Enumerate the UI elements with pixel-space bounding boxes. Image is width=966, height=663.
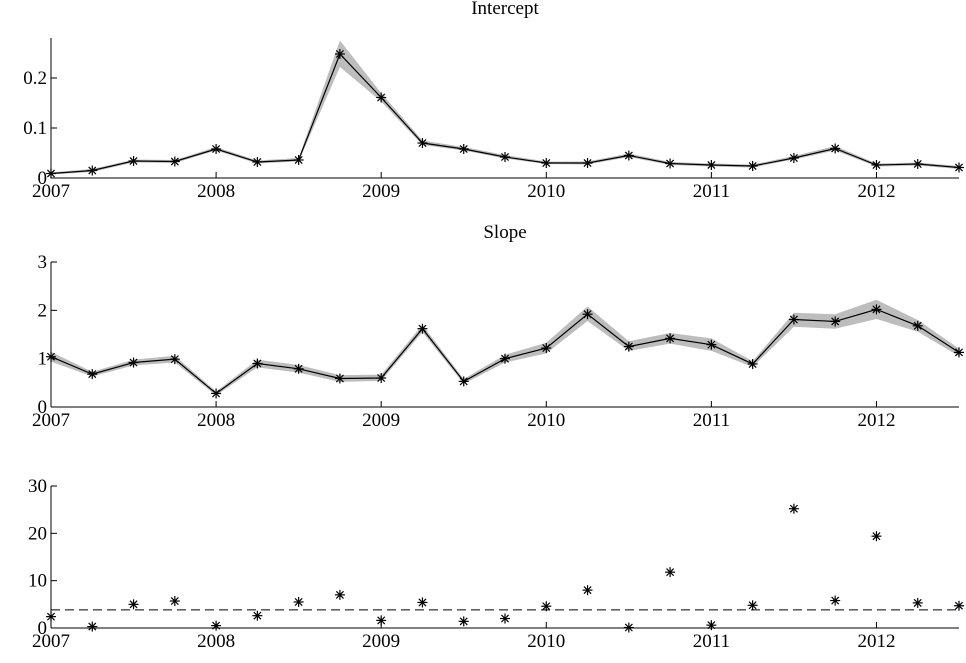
slope-data-point <box>747 358 758 369</box>
slope-data-point <box>334 373 345 384</box>
intercept-data-point <box>500 152 510 162</box>
intercept-title: Intercept <box>471 0 539 19</box>
slope-confidence-band <box>51 299 959 396</box>
statistic-y-tick-label: 0 <box>38 618 48 639</box>
slope-y-tick-label: 1 <box>38 349 48 370</box>
intercept-data-point <box>169 156 180 167</box>
slope-data-point <box>912 320 923 331</box>
slope-data-point <box>128 357 139 368</box>
slope-y-tick-label: 2 <box>38 300 48 321</box>
slope-x-tick-label: 2011 <box>693 410 730 431</box>
statistic-x-tick-label: 2011 <box>693 631 730 652</box>
slope-data-point <box>211 388 222 399</box>
slope-data-point <box>582 309 593 320</box>
intercept-data-point <box>376 92 387 103</box>
slope-x-tick-label: 2009 <box>362 410 400 431</box>
intercept-data-point <box>623 150 634 161</box>
intercept-data-point <box>665 158 676 169</box>
slope-data-point <box>871 304 882 315</box>
intercept-data-point <box>334 49 345 59</box>
slope-data-point <box>665 333 676 344</box>
statistic-y-tick-label: 20 <box>28 523 47 544</box>
slope-data-point <box>706 339 717 350</box>
statistic-x-tick-label: 2010 <box>527 631 565 652</box>
statistic-data-point <box>458 616 469 627</box>
statistic-data-point <box>788 503 799 514</box>
slope-data-point <box>623 341 634 352</box>
slope-x-tick-label: 2007 <box>32 410 70 431</box>
statistic-data-point <box>500 613 510 624</box>
slope-y-tick-label: 3 <box>38 252 48 273</box>
intercept-data-point <box>582 158 593 168</box>
intercept-data-point <box>458 144 469 154</box>
intercept-data-point <box>954 162 964 173</box>
slope-data-point <box>417 323 428 334</box>
slope-x-tick-label: 2008 <box>197 410 235 431</box>
intercept-x-tick-label: 2010 <box>527 181 565 202</box>
statistic-data-point <box>871 531 882 542</box>
slope-x-tick-label: 2012 <box>857 410 895 431</box>
statistic-data-point <box>87 621 98 632</box>
slope-data-point <box>293 363 304 374</box>
statistic-data-point <box>582 585 593 596</box>
statistic-data-point <box>334 589 345 600</box>
slope-data-point <box>954 347 964 358</box>
statistic-data-point <box>128 599 139 610</box>
intercept-data-point <box>87 165 98 176</box>
intercept-data-point <box>912 159 923 169</box>
intercept-y-tick-label: 0.2 <box>23 68 47 89</box>
statistic-x-tick-label: 2012 <box>857 631 895 652</box>
slope-panel: Slope 0 1 2 3 2007 2008 2009 2010 2011 2012 <box>32 222 964 431</box>
slope-y-tick-label: 0 <box>38 397 48 418</box>
intercept-data-point <box>128 156 139 166</box>
intercept-data-point <box>706 160 717 170</box>
intercept-y-tick-label: 0.1 <box>23 118 47 139</box>
slope-data-point <box>458 376 469 387</box>
statistic-data-point <box>252 610 263 621</box>
statistic-data-point <box>376 615 387 626</box>
statistic-data-point <box>954 600 964 611</box>
intercept-data-point <box>252 157 263 167</box>
slope-data-point <box>87 369 98 380</box>
statistic-data-point <box>747 600 758 611</box>
statistic-y-tick-label: 30 <box>28 476 47 497</box>
intercept-x-tick-label: 2007 <box>32 181 70 202</box>
statistic-x-tick-label: 2008 <box>197 631 235 652</box>
statistic-data-point <box>541 601 552 612</box>
slope-data-point <box>169 354 180 365</box>
statistic-data-point <box>169 596 180 607</box>
slope-data-point <box>541 343 552 354</box>
intercept-panel: Intercept 0 0.1 0.2 2007 2008 2009 2010 2011 2012 <box>23 0 964 202</box>
statistic-x-tick-label: 2007 <box>32 631 70 652</box>
intercept-y-tick-label: 0 <box>38 168 48 189</box>
slope-data-point <box>500 353 510 364</box>
intercept-data-point <box>788 153 799 163</box>
intercept-x-tick-label: 2009 <box>362 181 400 202</box>
intercept-data-point <box>747 161 758 171</box>
slope-data-point <box>252 358 263 369</box>
slope-data-point <box>788 314 799 325</box>
intercept-data-point <box>871 160 882 170</box>
statistic-panel: 0 10 20 30 2007 2008 2009 2010 2011 2012 <box>28 476 964 652</box>
slope-data-point <box>830 316 841 327</box>
intercept-data-point <box>541 158 552 168</box>
statistic-data-point <box>665 567 676 578</box>
statistic-data-point <box>293 596 304 607</box>
slope-x-tick-label: 2010 <box>527 410 565 431</box>
statistic-data-point <box>417 597 428 608</box>
intercept-data-point <box>417 138 428 148</box>
slope-title: Slope <box>483 222 526 243</box>
statistic-data-point <box>912 597 923 608</box>
intercept-data-point <box>211 144 222 154</box>
intercept-data-point <box>830 143 841 154</box>
intercept-x-tick-label: 2011 <box>693 181 730 202</box>
statistic-y-tick-label: 10 <box>28 571 47 592</box>
statistic-data-point <box>830 595 841 606</box>
intercept-data-point <box>293 155 304 165</box>
intercept-x-tick-label: 2008 <box>197 181 235 202</box>
statistic-x-tick-label: 2009 <box>362 631 400 652</box>
intercept-x-tick-label: 2012 <box>857 181 895 202</box>
slope-data-point <box>376 373 387 383</box>
